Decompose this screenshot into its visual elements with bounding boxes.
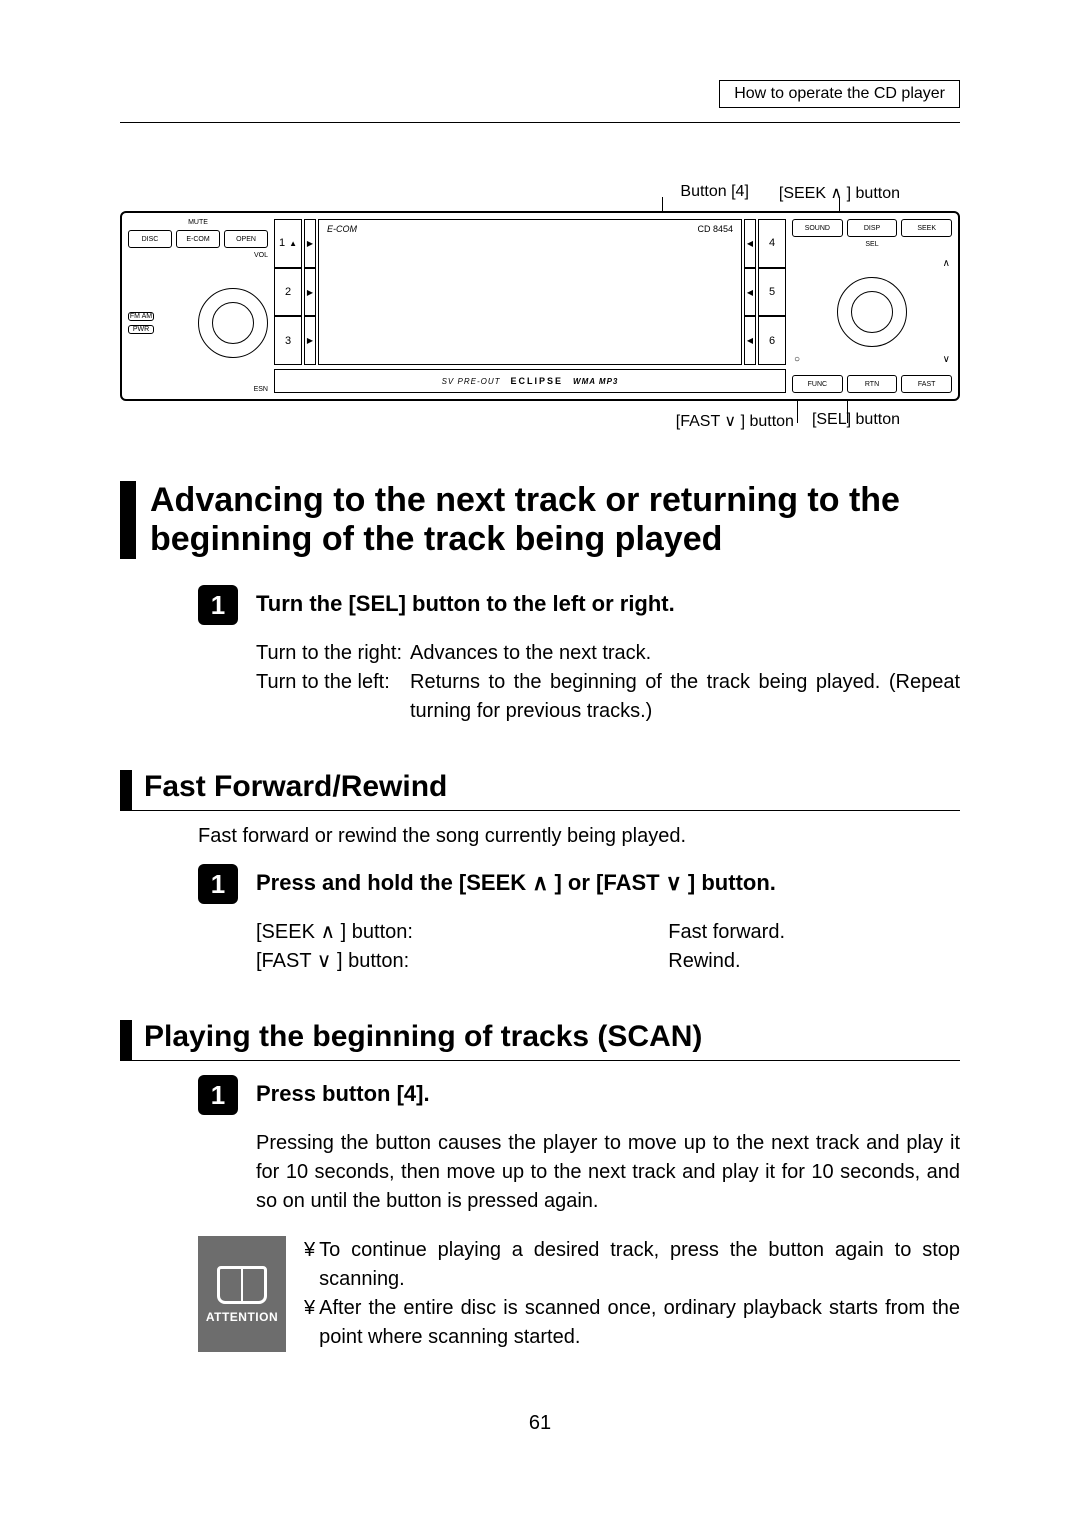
btn-fast: FAST — [901, 375, 952, 393]
num-6: 6 — [758, 316, 786, 365]
bullet-marker-1: ¥ — [304, 1236, 319, 1294]
sec3-step1-body: Pressing the button causes the player to… — [256, 1129, 960, 1216]
step-badge-1c: 1 — [198, 1075, 238, 1115]
display-screen: E-COM CD 8454 — [318, 219, 742, 365]
bullet-marker-2: ¥ — [304, 1294, 319, 1352]
btn-open: OPEN — [224, 230, 268, 248]
sec2-r1-l: [SEEK ∧ ] button: — [256, 918, 668, 947]
sec2-intro: Fast forward or rewind the song currentl… — [198, 825, 960, 848]
btn-func: FUNC — [792, 375, 843, 393]
circle-mark: ○ — [794, 354, 800, 365]
sec3-step1-title: Press button [4]. — [256, 1075, 430, 1107]
btn-sound: SOUND — [792, 219, 843, 237]
attn-item-1: To continue playing a desired track, pre… — [319, 1236, 960, 1294]
num-5: 5 — [758, 268, 786, 317]
sec1-step1-title: Turn the [SEL] button to the left or rig… — [256, 585, 675, 617]
sec1-r2-r: Returns to the beginning of the track be… — [410, 668, 960, 726]
right-dial — [837, 277, 907, 347]
btn-fmam: FM AM — [128, 312, 154, 321]
num-4: 4 — [758, 219, 786, 268]
attn-item-2: After the entire disc is scanned once, o… — [319, 1294, 960, 1352]
book-icon — [217, 1266, 267, 1304]
attention-label: ATTENTION — [206, 1310, 278, 1324]
sec3-heading: Playing the beginning of tracks (SCAN) — [120, 1020, 960, 1061]
vol-label: VOL — [128, 252, 268, 259]
brand-strip: SV PRE-OUT ECLIPSE WMA MP3 — [274, 369, 786, 393]
btn-disc: DISC — [128, 230, 172, 248]
device-illustration: MUTE DISC E-COM OPEN VOL FM AM PWR ESN 1… — [120, 211, 960, 401]
num-2: 2 — [274, 268, 302, 317]
seek-up-mark: ∧ — [943, 258, 950, 269]
btn-ecom: E-COM — [176, 230, 220, 248]
fast-down-mark: ∨ — [943, 354, 950, 365]
sec2-r1-r: Fast forward. — [668, 918, 960, 947]
sec1-r2-l: Turn to the left: — [256, 668, 410, 726]
left-dial — [198, 288, 268, 358]
btn-disp: DISP — [847, 219, 898, 237]
callout-button4: Button [4] — [680, 183, 749, 203]
btn-pwr: PWR — [128, 325, 154, 334]
attention-badge: ATTENTION — [198, 1236, 286, 1352]
sec1-r1-l: Turn to the right: — [256, 639, 410, 668]
sec2-r2-r: Rewind. — [668, 947, 960, 976]
btn-rtn: RTN — [847, 375, 898, 393]
step-badge-1b: 1 — [198, 864, 238, 904]
sec1-r1-r: Advances to the next track. — [410, 639, 960, 668]
callout-fast-down: [FAST ∨ ] button — [676, 411, 794, 431]
num-3: 3 — [274, 316, 302, 365]
callout-sel: [SEL] button — [812, 411, 900, 431]
sel-label: SEL — [792, 241, 952, 248]
sec2-r2-l: [FAST ∨ ] button: — [256, 947, 668, 976]
sec2-heading: Fast Forward/Rewind — [120, 770, 960, 811]
step-badge-1a: 1 — [198, 585, 238, 625]
page-number: 61 — [120, 1412, 960, 1435]
header-rule — [120, 122, 960, 123]
num-1: 1 ▲ — [274, 219, 302, 268]
sec2-step1-title: Press and hold the [SEEK ∧ ] or [FAST ∨ … — [256, 864, 776, 896]
main-heading: Advancing to the next track or returning… — [120, 481, 960, 559]
mute-label: MUTE — [128, 219, 268, 226]
btn-seek-top: SEEK — [901, 219, 952, 237]
esn-label: ESN — [128, 386, 268, 393]
header-box: How to operate the CD player — [719, 80, 960, 108]
